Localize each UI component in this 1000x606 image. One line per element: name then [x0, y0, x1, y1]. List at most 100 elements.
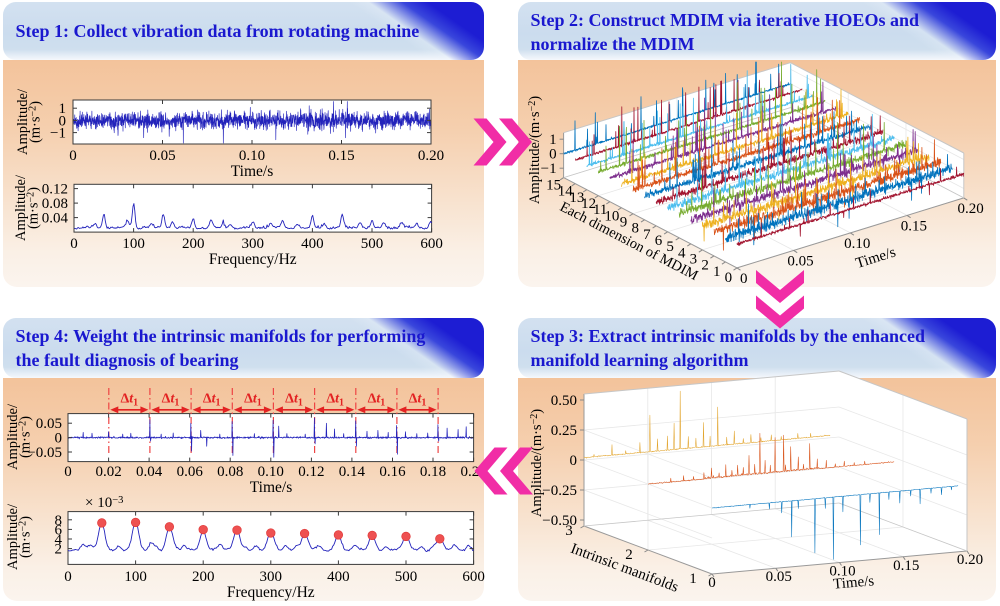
svg-text:400: 400: [327, 569, 350, 585]
svg-text:0.10: 0.10: [844, 236, 870, 252]
svg-text:−0.05: −0.05: [27, 445, 62, 461]
svg-text:−0.25: −0.25: [542, 483, 577, 499]
svg-text:0.10: 0.10: [258, 464, 284, 480]
svg-text:Amplitude/: Amplitude/: [15, 88, 31, 155]
svg-text:5: 5: [666, 239, 674, 255]
svg-text:15: 15: [546, 177, 561, 193]
svg-text:0: 0: [549, 147, 557, 163]
svg-text:200: 200: [192, 569, 215, 585]
svg-text:11: 11: [593, 202, 607, 218]
svg-text:Δt1: Δt1: [368, 392, 386, 409]
svg-text:Time/s: Time/s: [832, 573, 875, 593]
svg-text:0.16: 0.16: [379, 464, 406, 480]
svg-text:2: 2: [55, 542, 63, 558]
svg-text:9: 9: [620, 215, 628, 231]
svg-text:0.02: 0.02: [95, 464, 121, 480]
svg-text:Δt1: Δt1: [244, 392, 262, 409]
svg-text:0: 0: [64, 464, 72, 480]
svg-text:Time/s: Time/s: [231, 163, 274, 180]
svg-text:Δt1: Δt1: [409, 392, 427, 409]
svg-text:0: 0: [59, 113, 67, 129]
svg-text:0.05: 0.05: [149, 148, 175, 164]
svg-text:600: 600: [420, 236, 443, 252]
svg-text:1: 1: [713, 264, 721, 280]
svg-text:0.05: 0.05: [787, 253, 813, 269]
svg-text:Δt1: Δt1: [285, 392, 303, 409]
svg-text:0.15: 0.15: [901, 218, 927, 234]
svg-text:Δt1: Δt1: [120, 392, 138, 409]
svg-text:0.10: 0.10: [829, 564, 855, 580]
svg-text:300: 300: [260, 569, 283, 585]
svg-text:Time/s: Time/s: [250, 479, 293, 496]
svg-text:0.05: 0.05: [36, 416, 62, 432]
svg-text:Amplitude/: Amplitude/: [13, 174, 29, 241]
svg-text:7: 7: [643, 227, 651, 243]
svg-text:Frequency/Hz: Frequency/Hz: [227, 584, 315, 601]
svg-text:(m·s−2): (m·s−2): [26, 187, 42, 229]
svg-text:0: 0: [725, 270, 733, 286]
svg-text:4: 4: [55, 532, 63, 548]
svg-text:8: 8: [631, 221, 639, 237]
svg-text:0: 0: [55, 431, 63, 447]
svg-text:1: 1: [59, 101, 67, 117]
svg-text:0: 0: [70, 236, 78, 252]
svg-text:0: 0: [69, 148, 77, 164]
svg-text:2: 2: [701, 258, 709, 274]
svg-text:12: 12: [581, 196, 596, 212]
svg-text:Δt1: Δt1: [326, 392, 344, 409]
svg-text:600: 600: [462, 569, 485, 585]
svg-text:0: 0: [570, 453, 578, 469]
svg-text:8: 8: [55, 513, 63, 529]
svg-text:0.08: 0.08: [42, 196, 68, 212]
svg-text:14: 14: [558, 184, 574, 200]
svg-text:(m·s−2): (m·s−2): [18, 416, 34, 458]
svg-text:0.08: 0.08: [217, 464, 243, 480]
svg-text:300: 300: [242, 236, 265, 252]
svg-text:0.04: 0.04: [136, 464, 163, 480]
svg-text:3: 3: [690, 252, 698, 268]
svg-text:−1: −1: [541, 161, 557, 177]
svg-text:1: 1: [689, 571, 697, 587]
svg-text:(m·s−2): (m·s−2): [18, 516, 34, 558]
svg-text:Δt1: Δt1: [162, 392, 180, 409]
svg-text:100: 100: [124, 569, 147, 585]
svg-text:1: 1: [549, 132, 557, 148]
svg-text:−1: −1: [50, 126, 66, 142]
svg-text:0: 0: [64, 569, 72, 585]
svg-text:0: 0: [740, 271, 748, 287]
svg-text:Amplitude/: Amplitude/: [5, 503, 21, 570]
svg-text:500: 500: [361, 236, 384, 252]
svg-text:Amplitude/(m·s−2): Amplitude/(m·s−2): [527, 96, 543, 204]
svg-text:400: 400: [301, 236, 324, 252]
svg-text:4: 4: [678, 245, 686, 261]
svg-text:0.20: 0.20: [957, 552, 983, 568]
svg-text:0.50: 0.50: [551, 393, 577, 409]
svg-text:0.05: 0.05: [766, 569, 792, 585]
svg-text:500: 500: [395, 569, 418, 585]
svg-text:0.25: 0.25: [551, 423, 577, 439]
svg-text:13: 13: [569, 190, 584, 206]
svg-text:0.12: 0.12: [42, 182, 68, 198]
svg-text:0.18: 0.18: [420, 464, 446, 480]
svg-text:0.20: 0.20: [957, 201, 983, 217]
svg-text:0.15: 0.15: [893, 558, 919, 574]
svg-text:(m·s−2): (m·s−2): [28, 101, 44, 143]
svg-text:Δt1: Δt1: [203, 392, 221, 409]
svg-text:0.12: 0.12: [298, 464, 324, 480]
svg-text:0.04: 0.04: [42, 211, 69, 227]
svg-text:200: 200: [182, 236, 205, 252]
svg-text:−0.50: −0.50: [542, 513, 577, 529]
svg-text:6: 6: [655, 233, 663, 249]
svg-text:2: 2: [625, 547, 633, 563]
svg-text:0.10: 0.10: [239, 148, 265, 164]
svg-text:Amplitude/(m·s−2): Amplitude/(m·s−2): [529, 409, 545, 517]
svg-text:3: 3: [565, 523, 573, 539]
svg-text:0.06: 0.06: [177, 464, 204, 480]
svg-text:0.14: 0.14: [339, 464, 366, 480]
svg-text:10: 10: [604, 208, 619, 224]
svg-text:× 10−3: × 10−3: [85, 495, 123, 511]
svg-text:6: 6: [55, 522, 63, 538]
svg-text:100: 100: [122, 236, 145, 252]
svg-text:Frequency/Hz: Frequency/Hz: [209, 251, 297, 268]
svg-text:0.20: 0.20: [418, 148, 444, 164]
